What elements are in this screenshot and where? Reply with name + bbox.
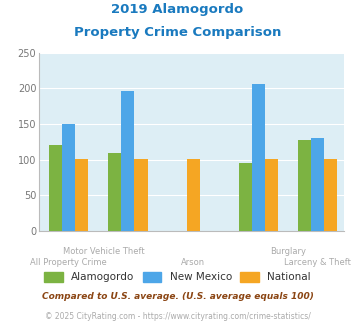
Text: Compared to U.S. average. (U.S. average equals 100): Compared to U.S. average. (U.S. average … xyxy=(42,292,313,301)
Bar xyxy=(108,152,121,231)
Legend: Alamogordo, New Mexico, National: Alamogordo, New Mexico, National xyxy=(40,268,315,286)
Bar xyxy=(135,159,148,231)
Text: Property Crime Comparison: Property Crime Comparison xyxy=(74,26,281,39)
Text: 2019 Alamogordo: 2019 Alamogordo xyxy=(111,3,244,16)
Text: Burglary: Burglary xyxy=(270,247,306,256)
Text: Arson: Arson xyxy=(181,258,205,267)
Bar xyxy=(265,159,278,231)
Text: Motor Vehicle Theft: Motor Vehicle Theft xyxy=(64,247,145,256)
Bar xyxy=(324,159,337,231)
Text: Larceny & Theft: Larceny & Theft xyxy=(284,258,351,267)
Text: All Property Crime: All Property Crime xyxy=(30,258,107,267)
Bar xyxy=(311,138,324,231)
Bar xyxy=(62,124,75,231)
Bar xyxy=(121,91,135,231)
Text: © 2025 CityRating.com - https://www.cityrating.com/crime-statistics/: © 2025 CityRating.com - https://www.city… xyxy=(45,312,310,321)
Bar xyxy=(252,84,265,231)
Bar xyxy=(298,141,311,231)
Bar xyxy=(187,159,200,231)
Bar xyxy=(49,146,62,231)
Bar xyxy=(75,159,88,231)
Bar xyxy=(239,163,252,231)
